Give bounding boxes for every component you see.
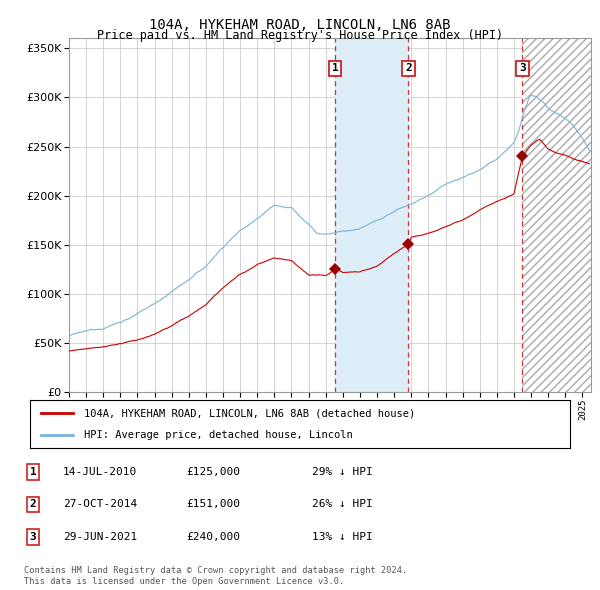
Text: £240,000: £240,000 <box>186 532 240 542</box>
Text: 3: 3 <box>29 532 37 542</box>
Text: HPI: Average price, detached house, Lincoln: HPI: Average price, detached house, Linc… <box>84 430 353 440</box>
Text: 2: 2 <box>405 64 412 73</box>
Text: 29% ↓ HPI: 29% ↓ HPI <box>312 467 373 477</box>
Bar <box>335 38 409 392</box>
Text: 1: 1 <box>332 64 338 73</box>
Text: This data is licensed under the Open Government Licence v3.0.: This data is licensed under the Open Gov… <box>24 577 344 586</box>
Text: 1: 1 <box>29 467 37 477</box>
Text: 29-JUN-2021: 29-JUN-2021 <box>63 532 137 542</box>
Text: 104A, HYKEHAM ROAD, LINCOLN, LN6 8AB (detached house): 104A, HYKEHAM ROAD, LINCOLN, LN6 8AB (de… <box>84 408 415 418</box>
Text: £151,000: £151,000 <box>186 500 240 509</box>
Text: 26% ↓ HPI: 26% ↓ HPI <box>312 500 373 509</box>
Text: 2: 2 <box>29 500 37 509</box>
Text: 13% ↓ HPI: 13% ↓ HPI <box>312 532 373 542</box>
Text: 104A, HYKEHAM ROAD, LINCOLN, LN6 8AB: 104A, HYKEHAM ROAD, LINCOLN, LN6 8AB <box>149 18 451 32</box>
Text: 14-JUL-2010: 14-JUL-2010 <box>63 467 137 477</box>
Text: 27-OCT-2014: 27-OCT-2014 <box>63 500 137 509</box>
Text: £125,000: £125,000 <box>186 467 240 477</box>
Bar <box>523 38 600 392</box>
Text: Contains HM Land Registry data © Crown copyright and database right 2024.: Contains HM Land Registry data © Crown c… <box>24 566 407 575</box>
Text: 3: 3 <box>519 64 526 73</box>
Text: Price paid vs. HM Land Registry's House Price Index (HPI): Price paid vs. HM Land Registry's House … <box>97 30 503 42</box>
